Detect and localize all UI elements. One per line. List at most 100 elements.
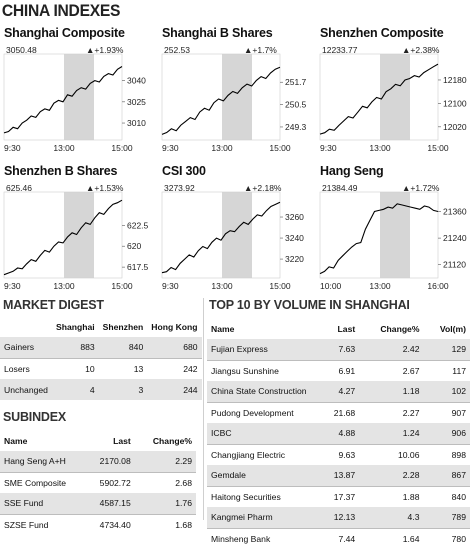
plot-frame [3, 53, 123, 141]
change-value: ▲+1.7% [244, 45, 277, 55]
table-cell: 906 [423, 423, 470, 444]
chart-shenzhen-b-shares: Shenzhen B Shares 625.46 ▲+1.53% 622.5 620 6… [3, 164, 154, 292]
table-cell: 1.18 [359, 381, 424, 402]
table-cell: 867 [423, 465, 470, 486]
table-cell: 10 [51, 357, 99, 379]
y-tick-label: 620 [127, 241, 141, 251]
table-cell: 10.06 [359, 443, 424, 465]
plot-frame [319, 191, 439, 279]
table-row: SME Composite 5902.72 2.68 [0, 471, 196, 493]
table-cell: 1.64 [359, 527, 424, 549]
x-tick-label: 9:30 [4, 143, 21, 153]
table-row: Kangmei Pharm 12.13 4.3 789 [207, 507, 470, 528]
row-label: Unchanged [0, 379, 52, 400]
chart-title: Shanghai B Shares [162, 26, 273, 40]
y-tick-label: 12100 [443, 98, 467, 108]
table-row: SZSE Fund 4734.40 1.68 [0, 513, 196, 535]
row-label: Kangmei Pharm [207, 507, 319, 528]
y-tick-label: 21120 [443, 260, 466, 270]
table-cell: 840 [423, 485, 470, 507]
chart-title: Hang Seng [320, 164, 384, 178]
table-cell: 789 [423, 507, 470, 528]
x-tick-label: 9:30 [162, 281, 179, 291]
row-label: Minsheng Bank [207, 527, 319, 549]
table-cell: 2.68 [134, 471, 196, 493]
table-row: Minsheng Bank 7.44 1.64 780 [207, 527, 470, 549]
chart-plot: 252.53 ▲+1.7% 251.7 250.5 249.3 9:30 13:00 15:0… [161, 45, 307, 153]
table-cell: 4587.15 [84, 493, 135, 514]
y-tick-label: 249.3 [285, 122, 307, 132]
table-cell: 4 [51, 379, 99, 400]
chart-plot: 3050.48 ▲+1.93% 3040 3025 3010 9:30 13:00 15:00 [3, 45, 146, 153]
column-header: Last [113, 435, 131, 446]
table-cell: 2.42 [359, 339, 424, 360]
column-header: Name [4, 435, 28, 446]
chart-plot: 3273.92 ▲+2.18% 3260 3240 3220 9:30 13:00 15:00 [161, 183, 304, 291]
chart-title: Shenzhen Composite [320, 26, 444, 40]
last-value: 3050.48 [6, 45, 37, 55]
y-tick-label: 3025 [127, 97, 146, 107]
chart-shanghai-composite: Shanghai Composite 3050.48 ▲+1.93% 3040 302… [3, 26, 154, 154]
x-tick-label: 9:30 [162, 143, 179, 153]
table-cell: 2170.08 [84, 451, 135, 472]
table-cell: 883 [51, 337, 99, 358]
last-value: 21384.49 [322, 183, 358, 193]
x-tick-label: 16:00 [427, 281, 449, 291]
x-tick-label: 13:00 [211, 143, 233, 153]
table-cell: 680 [147, 337, 202, 358]
table-row: Jiangsu Sunshine 6.91 2.67 117 [207, 359, 470, 381]
session-band [64, 54, 94, 140]
table-row: China State Construction 4.27 1.18 102 [207, 381, 470, 402]
row-label: Hang Seng A+H [0, 451, 84, 472]
chart-title: Shanghai Composite [4, 26, 125, 40]
table-row: Gainers 883 840 680 [0, 337, 202, 358]
table-cell: 13.87 [319, 465, 360, 486]
table-row: Hang Seng A+H 2170.08 2.29 [0, 451, 196, 472]
session-band [380, 54, 410, 140]
y-tick-label: 3240 [285, 233, 304, 243]
row-label: Pudong Development [207, 401, 319, 423]
table-header-row: Shanghai Shenzhen Hong Kong [0, 316, 202, 337]
table-cell: 2.29 [134, 451, 196, 472]
plot-frame [161, 53, 281, 141]
y-tick-label: 21240 [443, 233, 467, 243]
table-row: Haitong Securities 17.37 1.88 840 [207, 485, 470, 507]
y-tick-label: 3010 [127, 118, 146, 128]
y-tick-label: 12180 [443, 75, 467, 85]
x-tick-label: 15:00 [427, 143, 449, 153]
session-band [64, 192, 94, 278]
change-value: ▲+1.72% [402, 183, 440, 193]
table-cell: 102 [423, 381, 470, 402]
series-line [161, 66, 281, 135]
page-title: CHINA INDEXES [1, 1, 121, 20]
table-cell: 1.68 [134, 513, 196, 535]
table-cell: 21.68 [319, 401, 360, 423]
table-cell: 17.37 [319, 485, 360, 507]
table-row: ICBC 4.88 1.24 906 [207, 423, 470, 444]
x-tick-label: 9:30 [4, 281, 21, 291]
table-cell: 242 [147, 357, 202, 379]
chart-plot: 12233.77 ▲+2.38% 12180 12100 12020 9:30 13:00 1… [319, 45, 467, 153]
table-cell: 244 [147, 379, 202, 400]
table-row: Unchanged 4 3 244 [0, 379, 202, 400]
table-header-row: Name Last Change% [0, 430, 196, 451]
table-cell: 9.63 [319, 443, 360, 465]
series-line [161, 201, 281, 274]
chart-shanghai-b-shares: Shanghai B Shares 252.53 ▲+1.7% 251.7 250.5… [161, 26, 312, 154]
top10-table: Name Last Change% Vol(m) Fujian Express … [207, 318, 470, 549]
row-label: SZSE Fund [0, 513, 84, 535]
column-header: Name [211, 323, 235, 334]
change-value: ▲+1.93% [86, 45, 124, 55]
top10-title: TOP 10 BY VOLUME IN SHANGHAI [209, 298, 410, 312]
last-value: 252.53 [164, 45, 190, 55]
table-cell: 907 [423, 401, 470, 423]
table-row: Losers 10 13 242 [0, 357, 202, 379]
row-label: Gemdale [207, 465, 319, 486]
y-tick-label: 3040 [127, 76, 146, 86]
x-tick-label: 13:00 [53, 143, 75, 153]
table-cell: 2.28 [359, 465, 424, 486]
chart-title: Shenzhen B Shares [4, 164, 118, 178]
column-header: Change% [380, 323, 420, 334]
market-digest-title: MARKET DIGEST [3, 298, 104, 312]
plot-frame [3, 191, 123, 279]
